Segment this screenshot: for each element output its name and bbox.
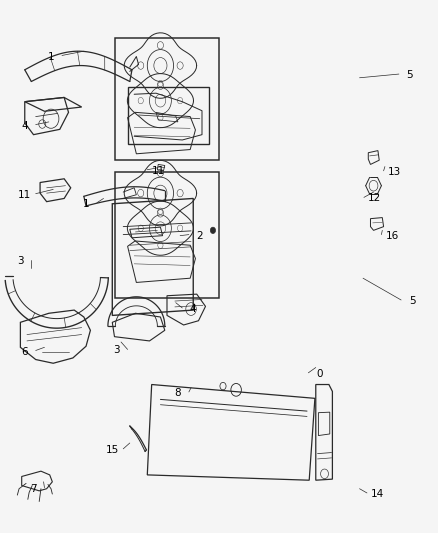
Text: 11: 11 <box>151 166 165 176</box>
Text: 15: 15 <box>106 445 119 455</box>
Text: 1: 1 <box>82 199 89 209</box>
Text: 11: 11 <box>18 190 31 200</box>
Circle shape <box>210 227 215 233</box>
Text: 13: 13 <box>387 167 400 177</box>
Text: 14: 14 <box>371 489 384 499</box>
Text: 3: 3 <box>113 345 120 356</box>
Bar <box>127 87 208 144</box>
Bar <box>115 38 219 160</box>
Text: 5: 5 <box>406 70 412 80</box>
Text: 6: 6 <box>21 346 28 357</box>
Text: 4: 4 <box>190 304 196 314</box>
Text: 12: 12 <box>367 193 381 204</box>
Text: 4: 4 <box>21 120 28 131</box>
Text: 5: 5 <box>408 296 414 306</box>
Text: 3: 3 <box>17 256 24 266</box>
Text: 1: 1 <box>48 52 54 61</box>
Text: 7: 7 <box>30 484 37 494</box>
Bar <box>115 172 219 298</box>
Text: 2: 2 <box>196 231 203 241</box>
Text: 0: 0 <box>315 369 322 379</box>
Text: 16: 16 <box>385 231 398 241</box>
Text: 8: 8 <box>174 388 181 398</box>
